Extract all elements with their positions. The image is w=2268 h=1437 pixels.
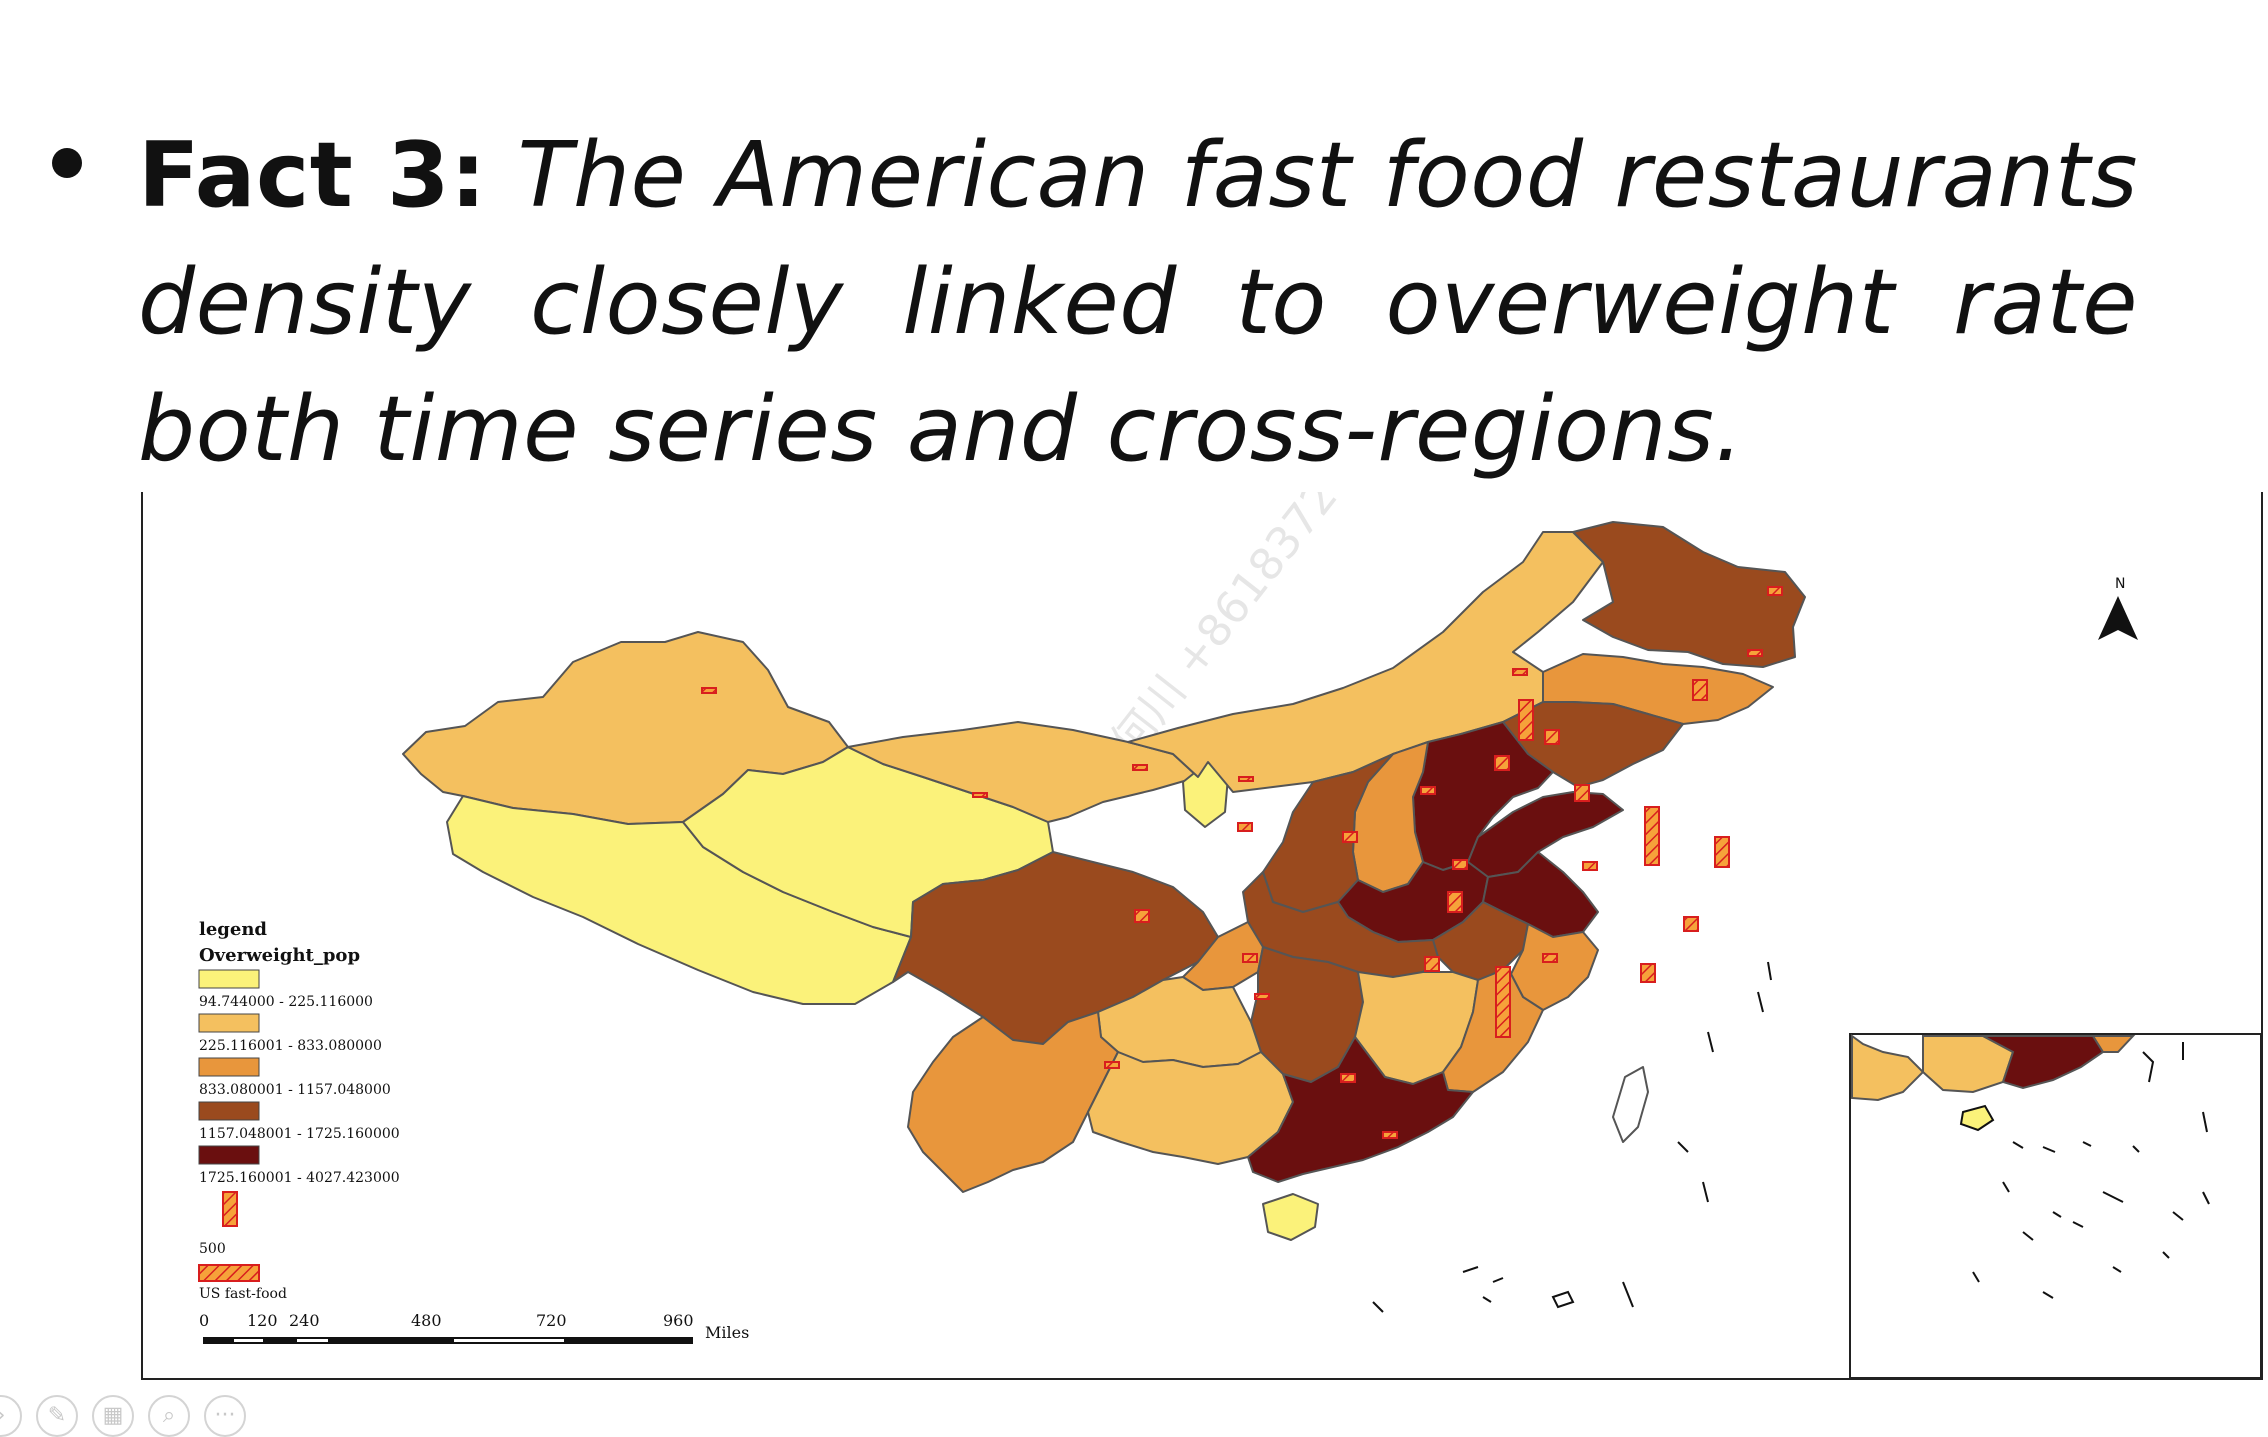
bar-jilin — [1747, 649, 1763, 657]
fact-body: The American fast food restaurants densi… — [138, 123, 2138, 482]
region-zhejiang — [1510, 923, 1599, 1011]
bar-tianjin — [1544, 729, 1560, 745]
legend-class-label-4: 1157.048001 - 1725.160000 — [199, 1126, 400, 1142]
bar-inner-mongolia — [1512, 668, 1528, 676]
bar-liaoning — [1692, 679, 1708, 701]
north-arrow: N — [2098, 576, 2138, 640]
map-frame: 何川 +8618372168 — [141, 492, 2263, 1380]
fast-food-bars — [701, 586, 1783, 1139]
bar-gansu-2 — [1238, 776, 1254, 782]
region-taiwan — [1612, 1066, 1649, 1143]
region-guangdong — [1247, 1036, 1474, 1183]
scale-tick-120: 120 — [247, 1311, 278, 1330]
legend-bar-value: 500 — [199, 1241, 226, 1257]
scale-unit: Miles — [705, 1323, 749, 1342]
bar-guangdong — [1495, 966, 1511, 1038]
bar-hunan — [1424, 956, 1440, 972]
bar-shaanxi — [1342, 831, 1358, 843]
bar-zhejiang — [1683, 916, 1699, 932]
province-regions — [402, 521, 1806, 1241]
legend-layer: Overweight_pop — [199, 945, 360, 966]
legend-bar-label: US fast-food — [199, 1286, 287, 1302]
scale-tick-240: 240 — [289, 1311, 320, 1330]
legend-swatch-2 — [198, 1013, 260, 1033]
pen-icon[interactable]: ✎ — [36, 1395, 78, 1437]
map-legend: legend Overweight_pop 94.744000 - 225.11… — [198, 919, 400, 1302]
region-heilongjiang — [1572, 521, 1806, 668]
bar-yunnan — [1104, 1061, 1120, 1069]
legend-title: legend — [199, 919, 267, 940]
more-icon[interactable]: ··· — [204, 1395, 246, 1437]
fact-paragraph: Fact 3: The American fast food restauran… — [138, 112, 2138, 493]
legend-class-label-2: 225.116001 - 833.080000 — [199, 1038, 382, 1054]
legend-bar-key — [198, 1264, 260, 1282]
bar-sichuan — [1134, 909, 1150, 923]
bar-jiangsu — [1644, 806, 1660, 866]
bar-gansu — [1132, 764, 1148, 771]
legend-class-label-5: 1725.160001 - 4027.423000 — [199, 1170, 400, 1186]
fact-label: Fact 3: — [138, 123, 487, 228]
bar-hebei-beijing — [1518, 699, 1534, 741]
bar-xinjiang — [701, 687, 717, 694]
china-overweight-map: 何川 +8618372168 — [198, 492, 2262, 1379]
region-gansu — [847, 721, 1199, 823]
legend-bar-swatch — [222, 1191, 238, 1227]
north-label: N — [2115, 576, 2125, 592]
bar-heilongjiang — [1767, 586, 1783, 596]
bar-guizhou — [1254, 993, 1270, 1000]
legend-swatch-1 — [198, 969, 260, 989]
legend-class-label-1: 94.744000 - 225.116000 — [199, 994, 373, 1010]
bar-chongqing — [1242, 953, 1258, 963]
scale-tick-960: 960 — [663, 1311, 694, 1330]
legend-class-label-3: 833.080001 - 1157.048000 — [199, 1082, 391, 1098]
scale-bar: Miles 0 120 240 480 720 960 — [199, 1311, 749, 1344]
zoom-icon[interactable]: ⌕ — [148, 1395, 190, 1437]
arrow-icon[interactable]: › — [0, 1395, 22, 1437]
region-yunnan — [907, 1011, 1119, 1193]
bar-jiangxi — [1542, 953, 1558, 963]
bar-fujian — [1640, 963, 1656, 983]
south-sea-inset — [1849, 1033, 2262, 1379]
bar-shanghai — [1714, 836, 1730, 868]
slides-icon[interactable]: ▦ — [92, 1395, 134, 1437]
north-arrow-icon — [2098, 596, 2138, 640]
bullet-point — [52, 148, 82, 178]
bar-shanxi — [1420, 786, 1436, 795]
bar-shandong — [1574, 784, 1590, 802]
bar-henan — [1452, 859, 1468, 870]
bar-ningxia — [1237, 822, 1253, 832]
scale-tick-720: 720 — [536, 1311, 567, 1330]
region-hainan — [1262, 1193, 1319, 1241]
bar-hainan — [1382, 1131, 1398, 1139]
islands — [1372, 961, 1772, 1313]
legend-swatch-4 — [198, 1101, 260, 1121]
bar-hebei — [1494, 755, 1510, 771]
bar-anhui — [1582, 861, 1598, 871]
legend-swatch-3 — [198, 1057, 260, 1077]
bar-guangxi — [1340, 1073, 1356, 1083]
legend-swatch-5 — [198, 1145, 260, 1165]
scale-tick-480: 480 — [411, 1311, 442, 1330]
scale-tick-0: 0 — [199, 1311, 209, 1330]
bar-hubei — [1447, 891, 1463, 913]
bar-qinghai — [972, 792, 988, 798]
